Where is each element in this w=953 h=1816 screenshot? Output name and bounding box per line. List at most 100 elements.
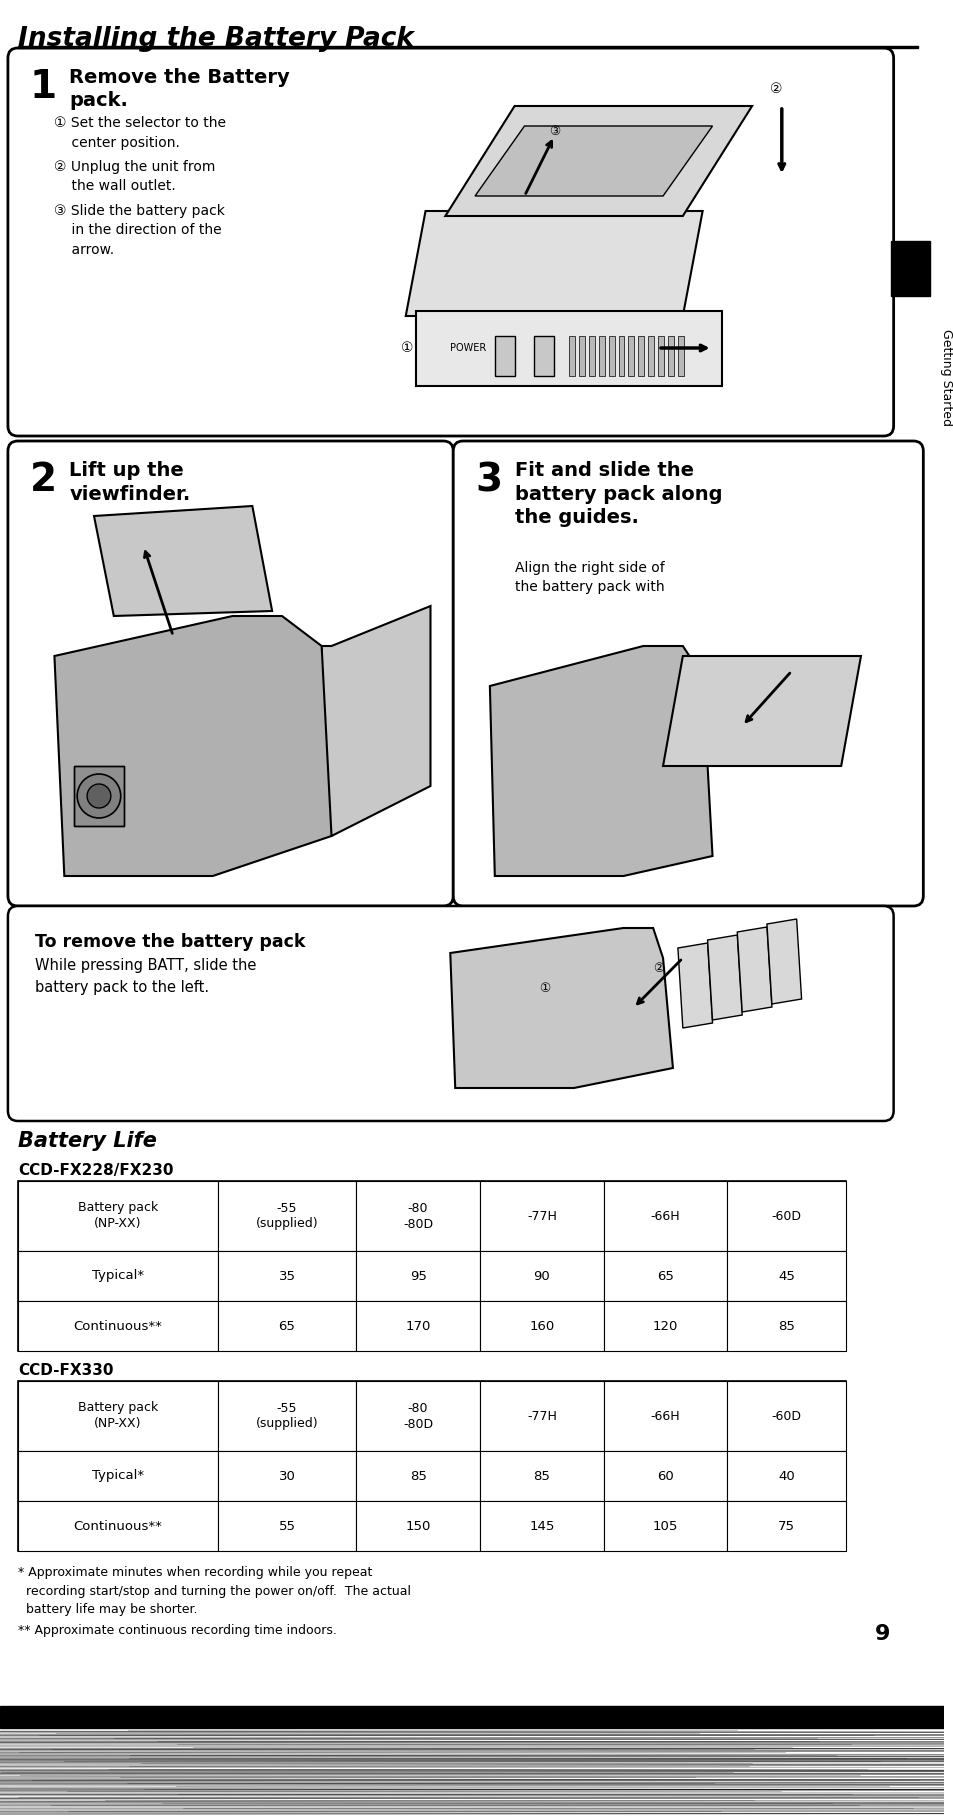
Text: 160: 160: [529, 1320, 554, 1333]
FancyBboxPatch shape: [8, 47, 893, 436]
Text: 2: 2: [30, 461, 57, 499]
Bar: [355, 1180, 479, 1251]
Text: 55: 55: [278, 1520, 295, 1533]
Text: 95: 95: [409, 1269, 426, 1282]
Text: Continuous**: Continuous**: [73, 1320, 162, 1333]
Bar: [495, 336, 514, 376]
Text: ②: ②: [769, 82, 781, 96]
Bar: [726, 1502, 845, 1551]
Text: -80
-80D: -80 -80D: [402, 1202, 433, 1231]
Bar: [726, 1180, 845, 1251]
Bar: [603, 1251, 726, 1300]
Text: 65: 65: [278, 1320, 295, 1333]
Text: Fit and slide the
battery pack along
the guides.: Fit and slide the battery pack along the…: [514, 461, 721, 527]
Circle shape: [87, 785, 111, 808]
Bar: [217, 1300, 355, 1351]
Bar: [355, 1300, 479, 1351]
Bar: [0, 1705, 943, 1729]
Text: ** Approximate continuous recording time indoors.: ** Approximate continuous recording time…: [18, 1624, 336, 1636]
Text: Align the right side of
the battery pack with: Align the right side of the battery pack…: [514, 561, 663, 594]
FancyBboxPatch shape: [8, 441, 453, 906]
Bar: [479, 1300, 603, 1351]
Bar: [217, 1502, 355, 1551]
Text: -77H: -77H: [526, 1209, 557, 1222]
Bar: [74, 766, 124, 826]
Bar: [479, 1251, 603, 1300]
Polygon shape: [94, 507, 272, 616]
Text: ①: ①: [538, 981, 550, 995]
Polygon shape: [445, 105, 751, 216]
Text: Installing the Battery Pack: Installing the Battery Pack: [18, 25, 414, 53]
Bar: [479, 1502, 603, 1551]
Polygon shape: [678, 943, 712, 1028]
Bar: [534, 336, 554, 376]
Polygon shape: [737, 926, 771, 1012]
Text: CCD-FX330: CCD-FX330: [18, 1364, 113, 1378]
Text: Continuous**: Continuous**: [73, 1520, 162, 1533]
Text: ③: ③: [549, 125, 560, 138]
Polygon shape: [321, 607, 430, 835]
Text: 85: 85: [533, 1469, 550, 1482]
Bar: [18, 1180, 217, 1251]
Bar: [18, 1251, 217, 1300]
Text: 9: 9: [874, 1624, 890, 1643]
Text: 120: 120: [652, 1320, 678, 1333]
Bar: [18, 1180, 845, 1351]
Text: Battery pack
(NP-XX): Battery pack (NP-XX): [77, 1202, 158, 1231]
Bar: [18, 1380, 845, 1551]
Bar: [726, 1300, 845, 1351]
Text: 30: 30: [278, 1469, 295, 1482]
Bar: [355, 1502, 479, 1551]
Bar: [608, 336, 614, 376]
Text: -55
(supplied): -55 (supplied): [255, 1202, 318, 1231]
Text: Battery Life: Battery Life: [18, 1131, 156, 1151]
FancyBboxPatch shape: [8, 906, 893, 1120]
FancyBboxPatch shape: [453, 441, 923, 906]
Bar: [726, 1251, 845, 1300]
Bar: [217, 1251, 355, 1300]
Bar: [18, 45, 918, 47]
Polygon shape: [54, 616, 332, 875]
Bar: [658, 336, 663, 376]
Bar: [217, 1180, 355, 1251]
Bar: [618, 336, 624, 376]
Text: -60D: -60D: [771, 1209, 801, 1222]
Bar: [603, 1380, 726, 1451]
Bar: [647, 336, 654, 376]
Text: Lift up the
viewfinder.: Lift up the viewfinder.: [70, 461, 191, 503]
Text: 60: 60: [657, 1469, 673, 1482]
Bar: [598, 336, 604, 376]
Bar: [217, 1380, 355, 1451]
Bar: [18, 1300, 217, 1351]
Bar: [726, 1380, 845, 1451]
Polygon shape: [707, 935, 741, 1021]
Bar: [628, 336, 634, 376]
Bar: [638, 336, 643, 376]
Text: -60D: -60D: [771, 1409, 801, 1422]
Text: 85: 85: [409, 1469, 426, 1482]
Circle shape: [77, 774, 121, 817]
Text: POWER: POWER: [450, 343, 486, 352]
Text: ②: ②: [653, 961, 663, 975]
Bar: [479, 1451, 603, 1502]
Bar: [355, 1451, 479, 1502]
Bar: [588, 336, 594, 376]
Polygon shape: [766, 919, 801, 1004]
Text: -66H: -66H: [650, 1409, 679, 1422]
Bar: [603, 1451, 726, 1502]
Text: Typical*: Typical*: [91, 1269, 144, 1282]
Bar: [18, 1451, 217, 1502]
Bar: [217, 1451, 355, 1502]
Polygon shape: [475, 125, 712, 196]
Bar: [678, 336, 683, 376]
Bar: [890, 242, 929, 296]
Text: 45: 45: [778, 1269, 795, 1282]
Text: 105: 105: [652, 1520, 678, 1533]
Bar: [74, 766, 124, 826]
Text: 75: 75: [778, 1520, 795, 1533]
Text: * Approximate minutes when recording while you repeat
  recording start/stop and: * Approximate minutes when recording whi…: [18, 1565, 411, 1616]
Text: 40: 40: [778, 1469, 794, 1482]
Bar: [355, 1251, 479, 1300]
Text: 65: 65: [657, 1269, 673, 1282]
Text: 170: 170: [405, 1320, 431, 1333]
